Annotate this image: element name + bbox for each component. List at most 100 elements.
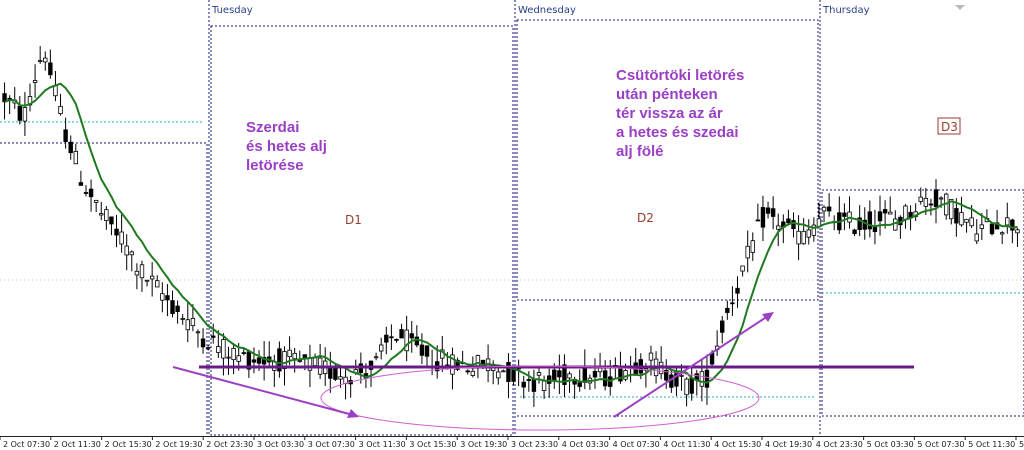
x-tick-label: 3 Oct 19:30 (460, 440, 507, 449)
candle-body (623, 370, 628, 380)
candle-body (241, 352, 246, 355)
candle-body (826, 206, 832, 212)
day-label-wednesday: Wednesday (518, 5, 576, 16)
candle-body (414, 336, 420, 346)
candle-body (384, 334, 389, 343)
candle-body (139, 264, 145, 279)
annotation-line: alj fölé (616, 143, 664, 160)
candle-body (114, 228, 119, 236)
x-tick-label: 2 Oct 07:30 (3, 440, 50, 449)
day-box-label-frame-d3 (937, 117, 961, 135)
annotation-line: letörése (246, 157, 304, 174)
candle-body (867, 211, 873, 230)
candle-body (185, 319, 190, 331)
candle-body (684, 378, 689, 396)
candle-body (211, 335, 216, 338)
candle-body (1010, 219, 1015, 231)
x-tick-label: 2 Oct 15:30 (105, 440, 152, 449)
candle-body (389, 336, 394, 339)
candle-body (399, 329, 404, 339)
candle-body (618, 367, 623, 382)
candle-body (872, 226, 878, 233)
x-tick-label: 3 Oct 11:30 (359, 440, 406, 449)
annotation-line: tér vissza az ár (616, 105, 723, 122)
day-box-label-d2: D2 (637, 211, 654, 225)
candle-body (592, 370, 598, 378)
candle-body (541, 380, 547, 391)
down-arrow-head-icon (347, 409, 359, 418)
candle-body (1015, 229, 1020, 234)
candle-body (170, 300, 175, 315)
up-arrow-line (613, 315, 769, 418)
candle-body (63, 129, 68, 142)
candle-body (180, 317, 185, 320)
x-tick-label: 4 Oct 11:30 (663, 440, 710, 449)
candle-body (99, 213, 104, 216)
candle-body (251, 359, 257, 363)
candle-body (450, 354, 455, 375)
candle-body (73, 150, 79, 165)
candle-body (770, 208, 776, 217)
candle-body (83, 192, 89, 194)
candle-body (791, 220, 796, 230)
candle-body (419, 344, 425, 356)
candle-body (17, 105, 23, 121)
annotation-line: Csütörtöki letörés (616, 67, 744, 84)
candle-body (796, 230, 801, 245)
candle-body (124, 245, 129, 256)
candle-body (48, 62, 53, 76)
candle-body (740, 265, 745, 272)
candle-body (526, 379, 532, 381)
x-tick-label: 2 Oct 19:30 (155, 440, 202, 449)
day-label-thursday: Thursday (822, 5, 870, 16)
candle-body (160, 293, 165, 301)
candle-body (811, 224, 817, 236)
x-tick-label: 4 Oct 07:30 (613, 440, 660, 449)
candle-body (755, 219, 761, 222)
candle-body (959, 212, 964, 226)
candle-body (104, 209, 109, 222)
candle-body (455, 359, 460, 370)
candle-body (725, 307, 730, 313)
candle-body (949, 198, 954, 220)
candle-body (470, 370, 476, 376)
candle-body (806, 229, 811, 238)
candle-body (379, 344, 384, 352)
candle-body (954, 208, 959, 224)
candle-body (750, 240, 755, 253)
candle-body (776, 225, 781, 230)
candle-body (735, 287, 740, 294)
candle-body (546, 375, 552, 384)
candle-body (536, 372, 542, 376)
candle-body (877, 211, 883, 222)
candle-body (165, 295, 170, 301)
candle-body (496, 371, 501, 379)
candle-body (333, 366, 338, 380)
candle-body (424, 345, 430, 357)
x-tick-label: 3 Oct 23:30 (511, 440, 558, 449)
candle-body (93, 199, 99, 203)
annotation-line: a hetes és szedai (616, 124, 739, 141)
candle-body (888, 211, 893, 215)
x-tick-label: 4 Oct 15:30 (714, 440, 761, 449)
candle-body (501, 370, 506, 373)
candle-body (979, 224, 985, 229)
candle-body (938, 197, 944, 200)
x-tick-label: 3 Oct 15:30 (409, 440, 456, 449)
candle-body (7, 97, 12, 100)
candle-body (32, 80, 38, 83)
candle-body (155, 280, 160, 288)
x-axis-strip (0, 437, 1024, 450)
candle-body (760, 207, 766, 228)
candle-body (999, 232, 1005, 235)
candle-body (842, 212, 847, 217)
candle-body (699, 371, 705, 387)
candle-body (43, 57, 48, 63)
candle-body (882, 209, 888, 214)
candle-body (648, 352, 654, 361)
day-box-label-d3: D3 (941, 120, 958, 134)
candle-body (88, 188, 94, 198)
candle-body (857, 217, 862, 230)
annotation-line: Szerdai (246, 119, 299, 136)
candle-body (720, 320, 725, 333)
